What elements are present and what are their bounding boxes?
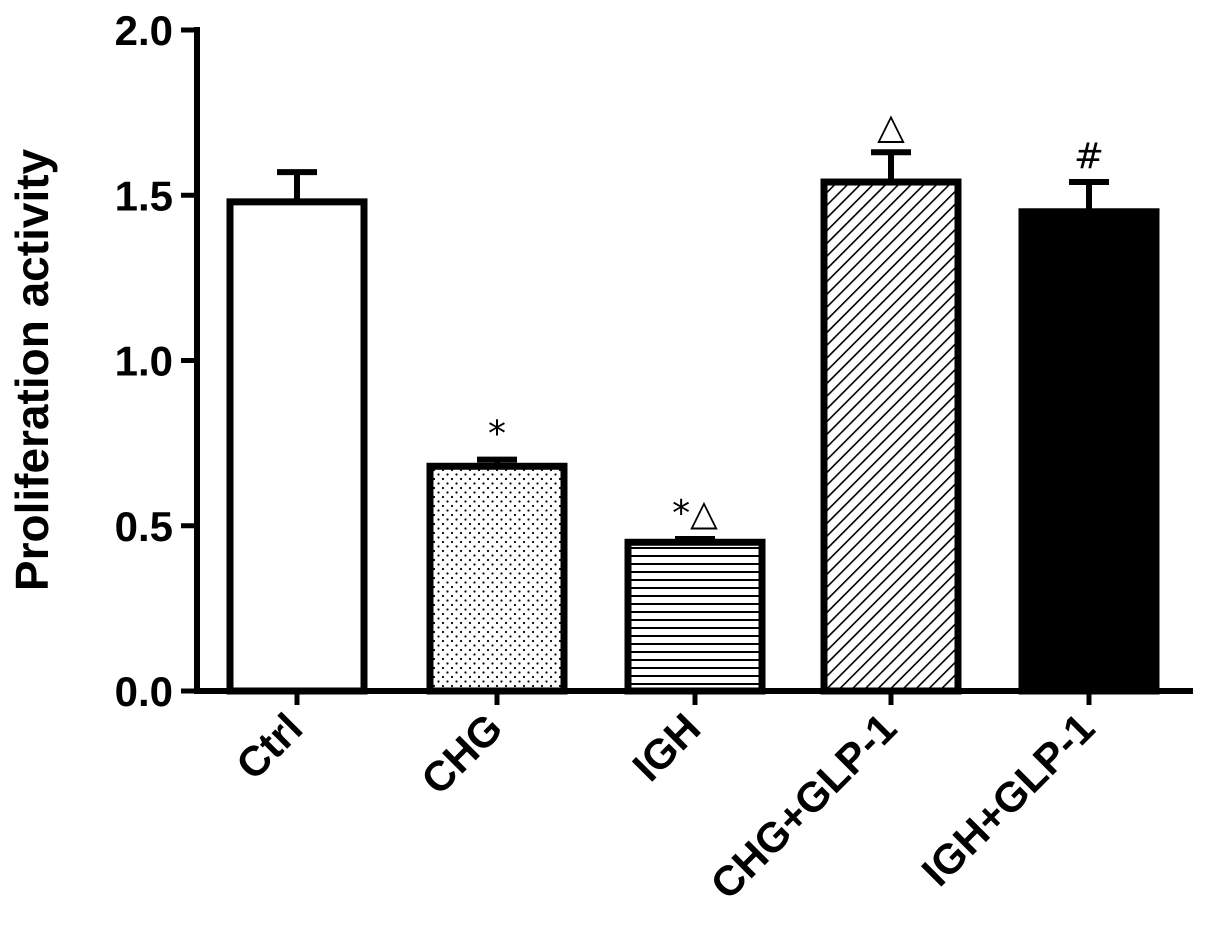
error-bar-igh [675,535,715,543]
bar-igh-glp-1 [1018,208,1160,695]
y-tick-label-0-0: 0.0 [115,668,173,715]
bar-igh [624,538,766,695]
x-tick-label-chg-glp-1: CHG+GLP-1 [701,704,905,908]
y-tick-label-1-5: 1.5 [115,172,173,219]
y-axis-label: Proliferation activity [6,148,58,591]
bar-chg [426,462,568,695]
x-tick-label-igh-glp-1: IGH+GLP-1 [913,704,1104,895]
bar-chg-glp-1 [820,178,962,695]
error-bar-ctrl [277,169,317,202]
bars-layer: * *△ △ # [226,106,1160,695]
significance-marker-igh: *△ [672,493,718,534]
y-tick-label-1-0: 1.0 [115,338,173,385]
x-tick-label-chg: CHG [412,704,511,803]
x-tick-label-ctrl: Ctrl [227,704,311,788]
error-bar-igh-glp-1 [1069,179,1109,212]
bar-ctrl [226,198,368,695]
error-bar-chg-glp-1 [871,149,911,183]
significance-marker-igh-glp-1: # [1074,136,1104,177]
error-bar-chg [477,456,517,467]
y-tick-label-2-0: 2.0 [115,7,173,54]
y-tick-label-0-5: 0.5 [115,503,173,550]
significance-marker-chg-glp-1: △ [877,106,905,147]
x-tick-label-igh: IGH [623,704,709,790]
significance-marker-chg: * [488,414,506,455]
